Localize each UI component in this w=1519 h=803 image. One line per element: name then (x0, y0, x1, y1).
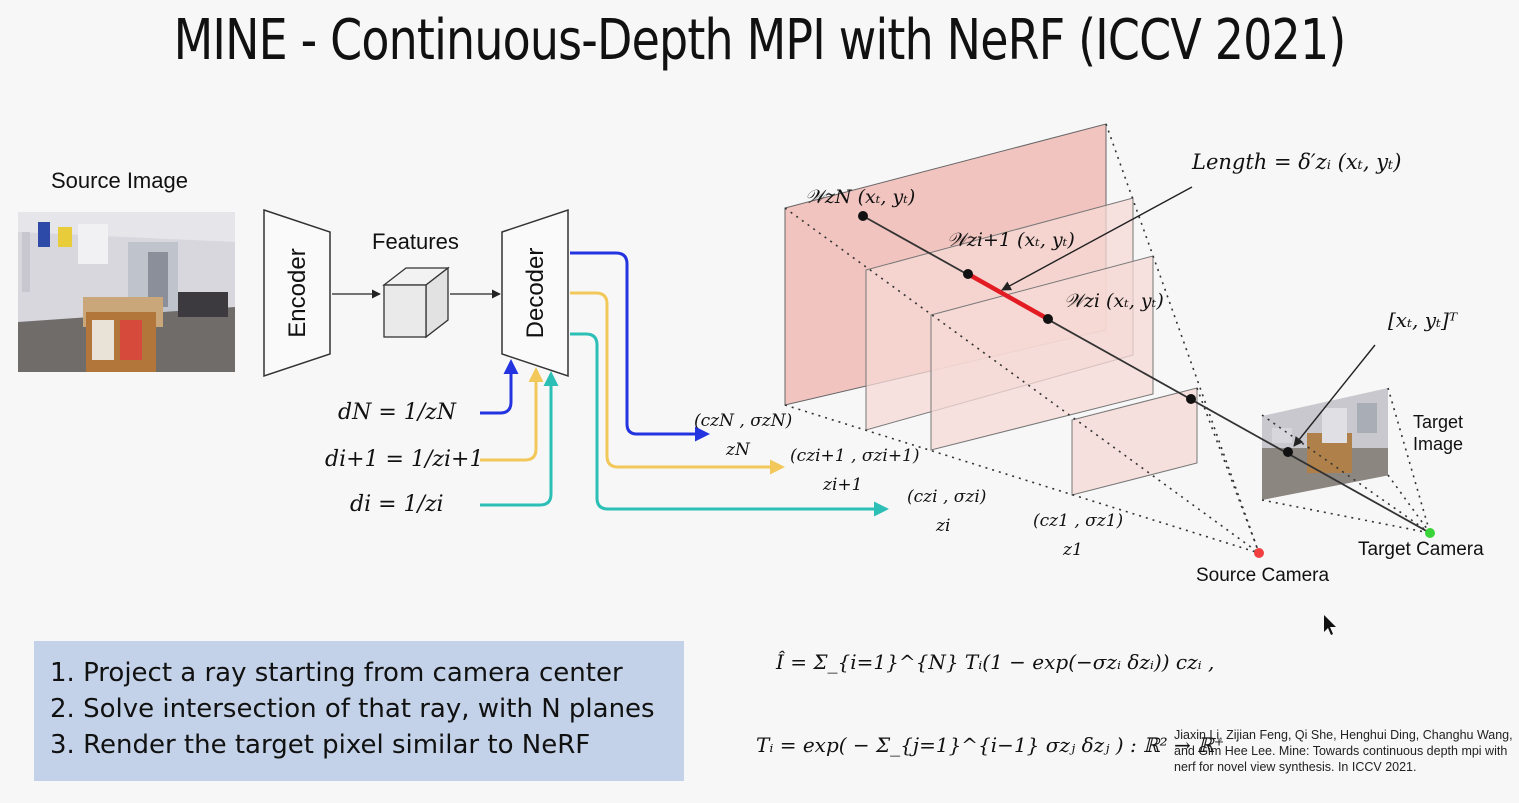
zi1-output-arrow (570, 291, 785, 475)
features-label: Features (372, 229, 459, 254)
ray-segment-red (966, 272, 1050, 321)
dN-input-arrow (480, 359, 519, 415)
xt-yt-label: [xₜ, yₜ]ᵀ (1388, 308, 1458, 332)
step-2: 2. Solve intersection of that ray, with … (50, 694, 655, 724)
encoder-label: Encoder (284, 248, 311, 338)
features-cube (382, 266, 450, 339)
source-frustum-lines (784, 123, 1260, 554)
slide-title: MINE - Continuous-Depth MPI with NeRF (I… (173, 8, 1347, 73)
target-camera-dot (1425, 528, 1435, 538)
out-i1-label: (czi+1 , σzi+1) (790, 446, 920, 466)
di1-label: di+1 = 1/zi+1 (325, 447, 484, 472)
xt-yt-pointer-arrow (1293, 344, 1376, 447)
render-equation: Î = Σ_{i=1}^{N} Tᵢ(1 − exp(−σzᵢ δzᵢ)) cz… (776, 650, 1215, 674)
out-i-label: (czi , σzi) (907, 487, 987, 507)
target-image-label: Target Image (1408, 411, 1468, 455)
source-camera-label: Source Camera (1196, 565, 1330, 586)
out-1-z-label: z1 (1063, 540, 1083, 560)
di-label: di = 1/zi (350, 492, 444, 517)
ray-line (862, 215, 1431, 534)
point-target-pixel (1283, 447, 1293, 457)
source-image-label: Source Image (51, 168, 188, 193)
out-i1-z-label: zi+1 (823, 475, 863, 495)
source-image-photo (18, 212, 235, 372)
out-N-label: (czN , σzN) (694, 411, 793, 431)
zi-output-arrow (570, 332, 889, 517)
source-camera-dot (1254, 548, 1264, 558)
encoder-block (263, 208, 331, 378)
steps-box: 1. Project a ray starting from camera ce… (34, 641, 684, 781)
plane-z1 (1071, 387, 1198, 496)
w-zi1-label: 𝒲zi+1 (xₜ, yₜ) (947, 229, 1075, 251)
target-camera-label: Target Camera (1358, 539, 1484, 560)
transmittance-equation: Tᵢ = exp( − Σ_{j=1}^{i−1} σzⱼ δzⱼ ) : ℝ²… (756, 733, 1225, 757)
length-equation: Length = δ′zᵢ (xₜ, yₜ) (1192, 150, 1402, 174)
point-wzi1 (963, 269, 973, 279)
point-wzi (1043, 314, 1053, 324)
mouse-cursor-icon (1324, 615, 1336, 635)
step-3: 3. Render the target pixel similar to Ne… (50, 730, 591, 760)
w-zN-label: 𝒲zN (xₜ, yₜ) (805, 186, 916, 208)
point-wzN (858, 211, 868, 221)
target-frustum-lines (1261, 387, 1431, 534)
decoder-block (501, 208, 569, 378)
citation-text: Jiaxin Li, Zijian Feng, Qi She, Henghui … (1174, 728, 1513, 774)
out-N-z-label: zN (726, 440, 750, 460)
plane-zi (930, 255, 1154, 451)
target-image-text: Target Image (1412, 412, 1464, 454)
step-1: 1. Project a ray starting from camera ce… (50, 658, 623, 688)
out-1-label: (cz1 , σz1) (1033, 511, 1124, 531)
dN-label: dN = 1/zN (338, 400, 457, 425)
out-i-z-label: zi (936, 516, 951, 536)
di1-input-arrow (480, 367, 544, 462)
zN-output-arrow (570, 251, 710, 442)
decoder-label: Decoder (522, 247, 549, 339)
length-pointer-arrow (1001, 186, 1193, 291)
point-wz1 (1186, 394, 1196, 404)
di-input-arrow (480, 371, 559, 507)
w-zi-label: 𝒲zi (xₜ, yₜ) (1064, 290, 1164, 312)
